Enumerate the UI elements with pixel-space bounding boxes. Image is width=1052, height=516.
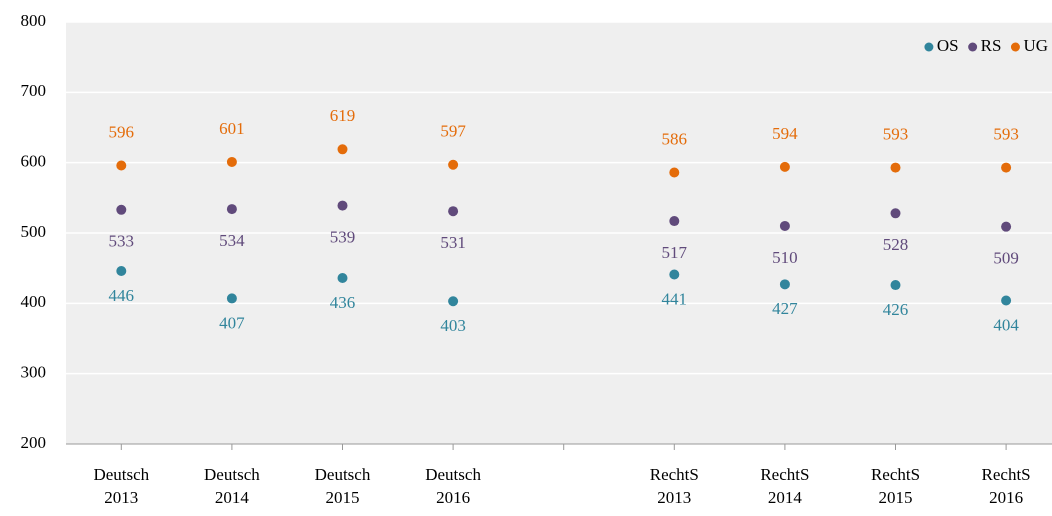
data-label: 619 bbox=[330, 106, 356, 125]
y-tick-label: 500 bbox=[21, 222, 47, 241]
y-tick-label: 400 bbox=[21, 292, 47, 311]
data-label: 597 bbox=[440, 122, 466, 141]
dot bbox=[226, 293, 237, 304]
dot bbox=[890, 208, 901, 219]
data-label: 407 bbox=[219, 313, 245, 332]
dot bbox=[890, 280, 901, 291]
legend-swatch bbox=[968, 42, 978, 52]
dot bbox=[669, 269, 680, 280]
data-label: 528 bbox=[883, 235, 909, 254]
dot bbox=[669, 167, 680, 178]
dot bbox=[779, 161, 790, 172]
data-label: 509 bbox=[993, 249, 1019, 268]
data-label: 534 bbox=[219, 231, 245, 250]
data-label: 533 bbox=[109, 232, 135, 251]
dot bbox=[116, 204, 127, 215]
dot bbox=[1001, 221, 1012, 232]
x-tick-label: RechtS 2016 bbox=[982, 465, 1031, 507]
dot bbox=[1001, 162, 1012, 173]
x-tick-label: RechtS 2014 bbox=[760, 465, 809, 507]
y-tick-label: 300 bbox=[21, 363, 47, 382]
data-label: 403 bbox=[440, 316, 466, 335]
legend-label: OS bbox=[937, 36, 959, 55]
legend-label: RS bbox=[981, 36, 1002, 55]
data-label: 593 bbox=[993, 124, 1019, 143]
dot bbox=[890, 162, 901, 173]
x-tick-label: RechtS 2015 bbox=[871, 465, 920, 507]
dot bbox=[669, 216, 680, 227]
data-label: 593 bbox=[883, 124, 909, 143]
x-tick-label: Deutsch 2013 bbox=[93, 465, 149, 507]
dot bbox=[337, 200, 348, 211]
dot bbox=[226, 204, 237, 215]
legend-swatch bbox=[924, 42, 934, 52]
data-label: 531 bbox=[440, 233, 466, 252]
dot bbox=[779, 279, 790, 290]
dot bbox=[337, 273, 348, 284]
data-label: 441 bbox=[662, 289, 688, 308]
x-tick-label: Deutsch 2016 bbox=[425, 465, 481, 507]
data-label: 427 bbox=[772, 299, 798, 318]
data-label: 517 bbox=[662, 243, 688, 262]
data-label: 586 bbox=[662, 129, 688, 148]
data-label: 594 bbox=[772, 124, 798, 143]
y-tick-label: 600 bbox=[21, 152, 47, 171]
data-label: 446 bbox=[109, 286, 135, 305]
x-tick-label: RechtS 2013 bbox=[650, 465, 699, 507]
x-tick-label: Deutsch 2015 bbox=[315, 465, 371, 507]
data-label: 426 bbox=[883, 300, 909, 319]
data-label: 436 bbox=[330, 293, 356, 312]
y-tick-label: 200 bbox=[21, 433, 47, 452]
dot bbox=[116, 265, 127, 276]
x-tick-label: Deutsch 2014 bbox=[204, 465, 260, 507]
y-tick-label: 700 bbox=[21, 81, 47, 100]
dot bbox=[448, 159, 459, 170]
legend-label: UG bbox=[1023, 36, 1048, 55]
data-label: 596 bbox=[109, 122, 135, 141]
dot bbox=[1001, 295, 1012, 306]
y-tick-label: 800 bbox=[21, 11, 47, 30]
data-label: 601 bbox=[219, 119, 245, 138]
dot bbox=[337, 144, 348, 155]
dot bbox=[448, 206, 459, 217]
dot bbox=[448, 296, 459, 307]
legend-swatch bbox=[1010, 42, 1020, 52]
dot bbox=[226, 156, 237, 167]
data-label: 539 bbox=[330, 227, 356, 246]
data-label: 510 bbox=[772, 248, 798, 267]
data-label: 404 bbox=[993, 315, 1019, 334]
dot bbox=[116, 160, 127, 171]
dot bbox=[779, 220, 790, 231]
